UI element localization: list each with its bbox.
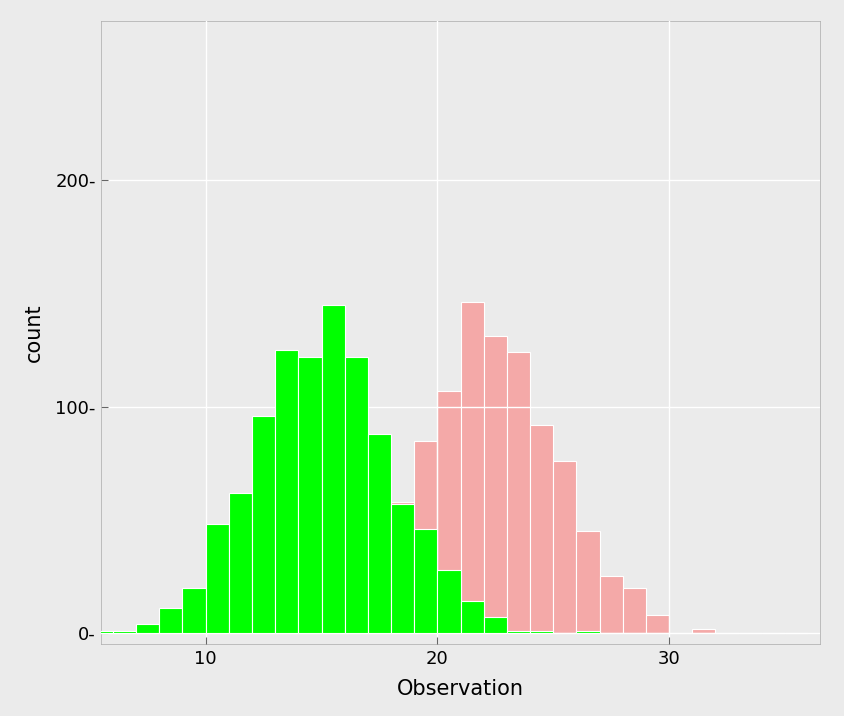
Bar bbox=[275, 350, 298, 633]
Bar bbox=[205, 524, 229, 633]
Bar bbox=[460, 601, 483, 633]
Bar bbox=[391, 504, 414, 633]
Bar bbox=[321, 619, 344, 633]
Bar bbox=[414, 440, 437, 633]
Bar bbox=[599, 576, 622, 633]
Bar bbox=[437, 570, 460, 633]
Bar bbox=[437, 391, 460, 633]
Bar bbox=[691, 629, 715, 633]
Bar bbox=[645, 615, 668, 633]
Bar bbox=[344, 584, 367, 633]
X-axis label: Observation: Observation bbox=[397, 679, 523, 699]
Bar bbox=[506, 352, 529, 633]
Bar bbox=[160, 608, 182, 633]
Bar bbox=[298, 619, 321, 633]
Bar bbox=[113, 631, 136, 633]
Bar bbox=[89, 631, 113, 633]
Bar bbox=[576, 531, 599, 633]
Bar bbox=[391, 502, 414, 633]
Bar bbox=[298, 357, 321, 633]
Bar bbox=[553, 461, 576, 633]
Bar bbox=[182, 588, 205, 633]
Bar bbox=[483, 337, 506, 633]
Bar bbox=[576, 631, 599, 633]
Bar bbox=[529, 631, 553, 633]
Bar bbox=[321, 304, 344, 633]
Bar bbox=[529, 425, 553, 633]
Bar bbox=[275, 619, 298, 633]
Bar bbox=[367, 434, 391, 633]
Bar bbox=[414, 529, 437, 633]
Bar bbox=[252, 415, 275, 633]
Bar bbox=[344, 357, 367, 633]
Bar bbox=[367, 540, 391, 633]
Bar bbox=[506, 631, 529, 633]
Bar bbox=[483, 617, 506, 633]
Bar bbox=[460, 302, 483, 633]
Bar bbox=[136, 624, 160, 633]
Y-axis label: count: count bbox=[24, 304, 44, 362]
Bar bbox=[622, 588, 645, 633]
Bar bbox=[229, 493, 252, 633]
